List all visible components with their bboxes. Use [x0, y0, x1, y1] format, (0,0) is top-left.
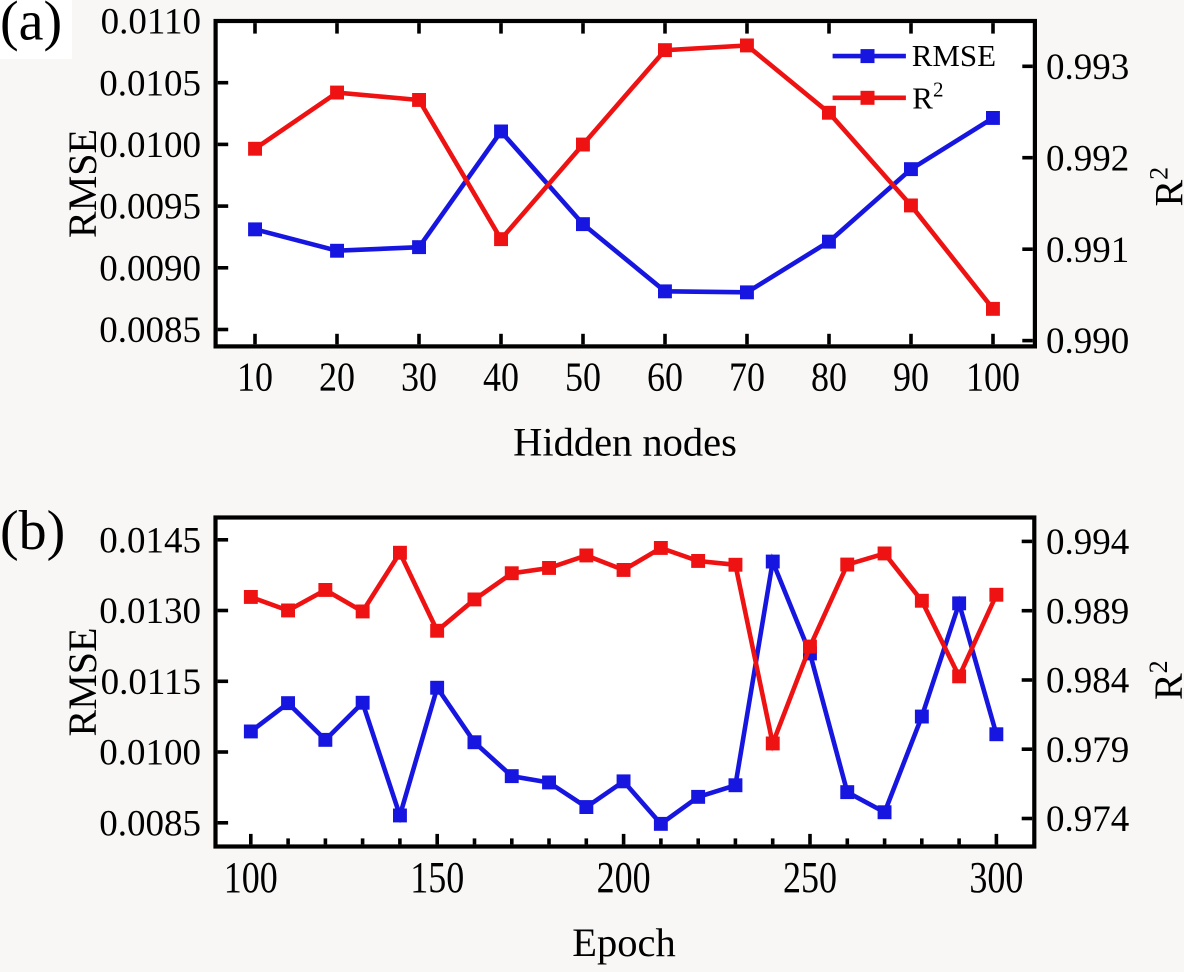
svg-text:60: 60 [647, 354, 683, 400]
svg-text:Epoch: Epoch [572, 920, 675, 965]
svg-text:0.992: 0.992 [1046, 138, 1129, 179]
svg-text:0.974: 0.974 [1046, 799, 1129, 840]
svg-text:0.984: 0.984 [1046, 661, 1129, 702]
svg-text:0.0105: 0.0105 [99, 63, 201, 104]
svg-text:300: 300 [969, 853, 1023, 902]
svg-text:0.990: 0.990 [1046, 321, 1129, 362]
svg-text:50: 50 [565, 354, 601, 400]
svg-text:0.979: 0.979 [1046, 730, 1129, 771]
svg-text:0.0090: 0.0090 [99, 248, 201, 289]
svg-text:0.0085: 0.0085 [99, 310, 201, 351]
svg-text:0.0115: 0.0115 [101, 662, 201, 703]
svg-text:0.0100: 0.0100 [99, 125, 201, 166]
svg-text:R2: R2 [1144, 660, 1184, 700]
svg-text:0.0145: 0.0145 [99, 520, 201, 561]
svg-text:20: 20 [319, 354, 355, 400]
svg-text:0.0130: 0.0130 [99, 591, 201, 632]
svg-text:200: 200 [597, 853, 651, 902]
svg-text:(b): (b) [0, 500, 65, 562]
svg-text:0.0085: 0.0085 [99, 803, 201, 844]
svg-text:0.989: 0.989 [1046, 591, 1129, 632]
svg-text:0.991: 0.991 [1046, 230, 1129, 271]
svg-text:0.0100: 0.0100 [99, 733, 201, 774]
svg-text:40: 40 [483, 354, 519, 400]
svg-text:0.994: 0.994 [1046, 522, 1129, 563]
svg-text:30: 30 [401, 354, 437, 400]
svg-text:Hidden nodes: Hidden nodes [513, 420, 737, 465]
svg-text:90: 90 [893, 354, 929, 400]
svg-text:70: 70 [729, 354, 765, 400]
svg-text:RMSE: RMSE [60, 129, 105, 238]
svg-text:100: 100 [966, 354, 1020, 400]
svg-text:10: 10 [237, 354, 273, 400]
svg-text:100: 100 [224, 853, 278, 902]
svg-text:0.0110: 0.0110 [101, 2, 201, 43]
svg-text:RMSE: RMSE [60, 628, 105, 737]
svg-text:(a): (a) [0, 0, 62, 53]
svg-text:0.0095: 0.0095 [99, 187, 201, 228]
svg-text:250: 250 [783, 853, 837, 902]
svg-text:0.993: 0.993 [1046, 47, 1129, 88]
svg-text:80: 80 [811, 354, 847, 400]
svg-text:150: 150 [410, 853, 464, 902]
svg-text:RMSE: RMSE [912, 38, 996, 73]
